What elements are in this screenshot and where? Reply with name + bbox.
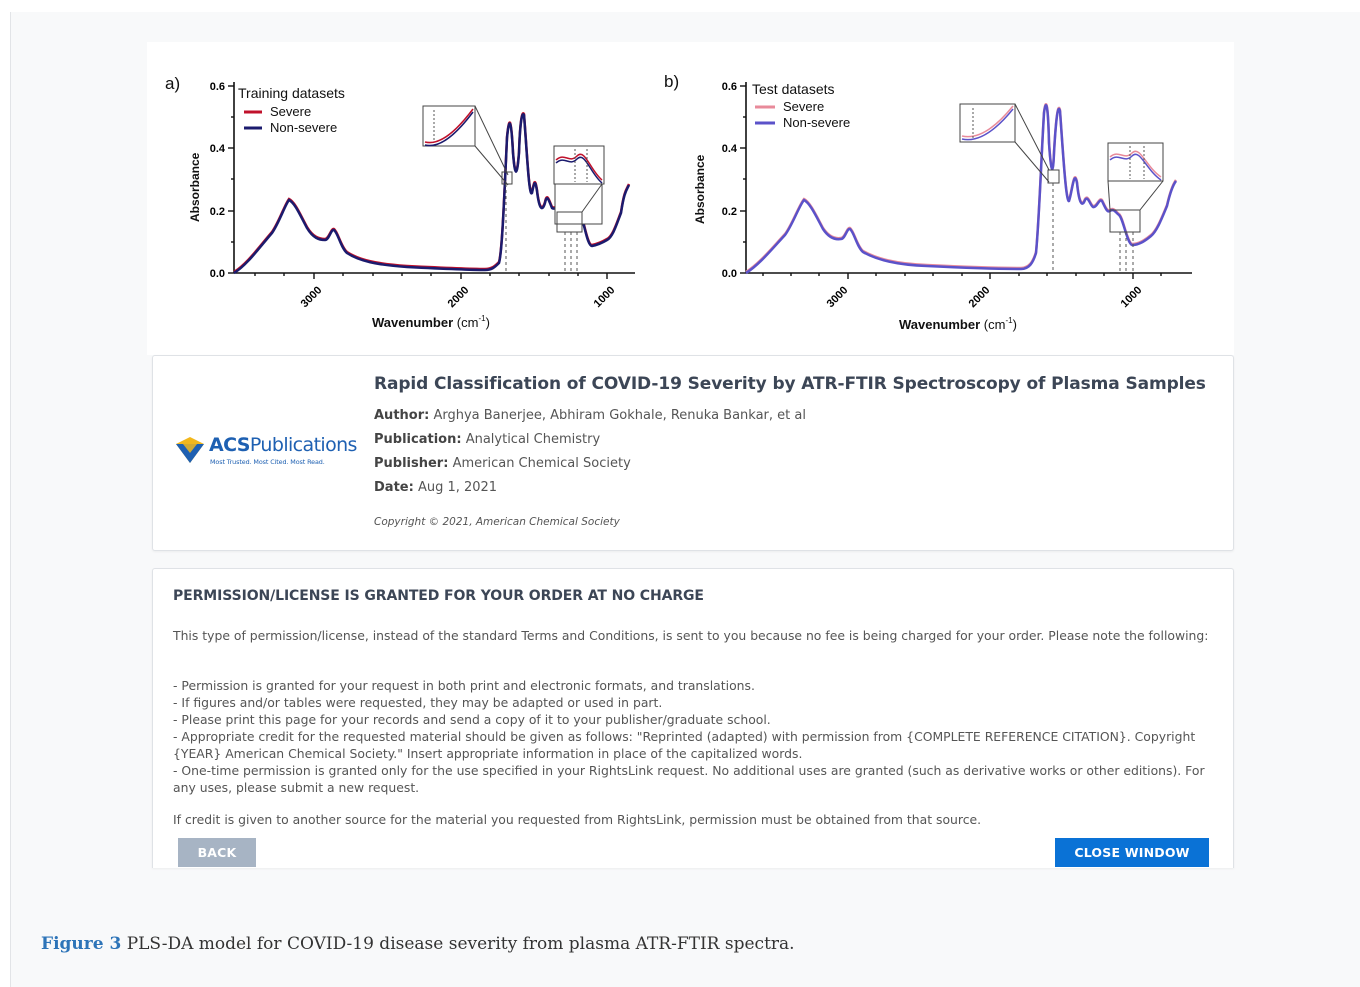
panel-a-label: a) (165, 74, 180, 93)
close-window-button[interactable]: CLOSE WINDOW (1055, 838, 1209, 867)
license-footer: If credit is given to another source for… (173, 812, 982, 827)
back-button[interactable]: BACK (178, 838, 256, 867)
panel-a-legend-title: Training datasets (238, 85, 345, 101)
panel-b-xtick-2000: 2000 (967, 284, 993, 310)
author-row: Author: Arghya Banerjee, Abhiram Gokhale… (374, 408, 806, 423)
figure-caption: Figure 3 PLS-DA model for COVID-19 disea… (41, 934, 795, 954)
panel-b: b) Absorbance 0.0 0.2 0.4 0.6 3000 2000 (664, 72, 1192, 332)
panel-b-xtick-3000: 3000 (825, 284, 851, 310)
panel-a-ytick-0: 0.0 (210, 268, 225, 280)
panel-a-ylabel: Absorbance (188, 152, 202, 222)
license-bullet-list: - Permission is granted for your request… (173, 677, 1218, 796)
panel-b-ylabel: Absorbance (693, 154, 707, 224)
panel-a-legend-severe: Severe (270, 104, 311, 119)
license-card: PERMISSION/LICENSE IS GRANTED FOR YOUR O… (152, 568, 1234, 868)
panel-a-xtick-2000: 2000 (446, 284, 472, 310)
panel-a-inset-1 (422, 105, 476, 147)
panel-b-label: b) (664, 72, 679, 91)
acs-publications-logo: ACSPublications Most Trusted. Most Cited… (173, 434, 359, 468)
panel-b-ytick-1: 0.2 (722, 206, 737, 218)
panel-b-xlabel: Wavenumber (cm-1) (899, 316, 1017, 332)
panel-b-inset-1 (959, 103, 1016, 143)
panel-b-nonsevere-series (745, 104, 1178, 275)
panel-b-legend-nonsevere: Non-severe (783, 115, 850, 130)
figure-caption-text: PLS-DA model for COVID-19 disease severi… (121, 934, 795, 954)
panel-b-xtick-1000: 1000 (1119, 284, 1145, 310)
panel-a: a) Absorbance 0.0 0.2 0.4 0.6 (165, 74, 635, 330)
panel-a-xtick-3000: 3000 (299, 284, 325, 310)
panel-b-ytick-3: 0.6 (722, 81, 737, 93)
license-bullet: - One-time permission is granted only fo… (173, 763, 1205, 795)
panel-a-legend-nonsevere: Non-severe (270, 120, 337, 135)
copyright-notice: Copyright © 2021, American Chemical Soci… (374, 516, 620, 528)
figure-caption-label[interactable]: Figure 3 (41, 934, 122, 954)
panel-a-xtick-1000: 1000 (592, 284, 618, 310)
acs-brand: ACSPublications (209, 434, 357, 456)
panel-a-ytick-2: 0.4 (210, 143, 226, 155)
publication-row: Publication: Analytical Chemistry (374, 432, 601, 447)
publisher-row: Publisher: American Chemical Society (374, 456, 631, 471)
panel-b-legend-severe: Severe (783, 99, 824, 114)
date-row: Date: Aug 1, 2021 (374, 480, 498, 495)
license-bullet: - Please print this page for your record… (173, 712, 771, 727)
article-info-card: ACSPublications Most Trusted. Most Cited… (152, 355, 1234, 551)
panel-b-ytick-2: 0.4 (722, 143, 738, 155)
license-bullet: - If figures and/or tables were requeste… (173, 695, 663, 710)
spectra-figure: a) Absorbance 0.0 0.2 0.4 0.6 (147, 42, 1234, 355)
license-bullet: - Appropriate credit for the requested m… (173, 729, 1196, 761)
acs-tagline: Most Trusted. Most Cited. Most Read. (210, 458, 325, 466)
acs-hexagon-icon (176, 437, 204, 463)
panel-a-xlabel: Wavenumber (cm-1) (372, 314, 490, 330)
license-intro: This type of permission/license, instead… (173, 628, 1209, 643)
license-bullet: - Permission is granted for your request… (173, 678, 755, 693)
license-heading: PERMISSION/LICENSE IS GRANTED FOR YOUR O… (173, 588, 704, 604)
article-title: Rapid Classification of COVID-19 Severit… (374, 374, 1206, 394)
panel-a-ytick-3: 0.6 (210, 81, 225, 93)
panel-a-ytick-1: 0.2 (210, 206, 225, 218)
panel-a-inset-2 (553, 145, 605, 185)
panel-b-ytick-0: 0.0 (722, 268, 737, 280)
panel-b-legend-title: Test datasets (752, 81, 835, 97)
